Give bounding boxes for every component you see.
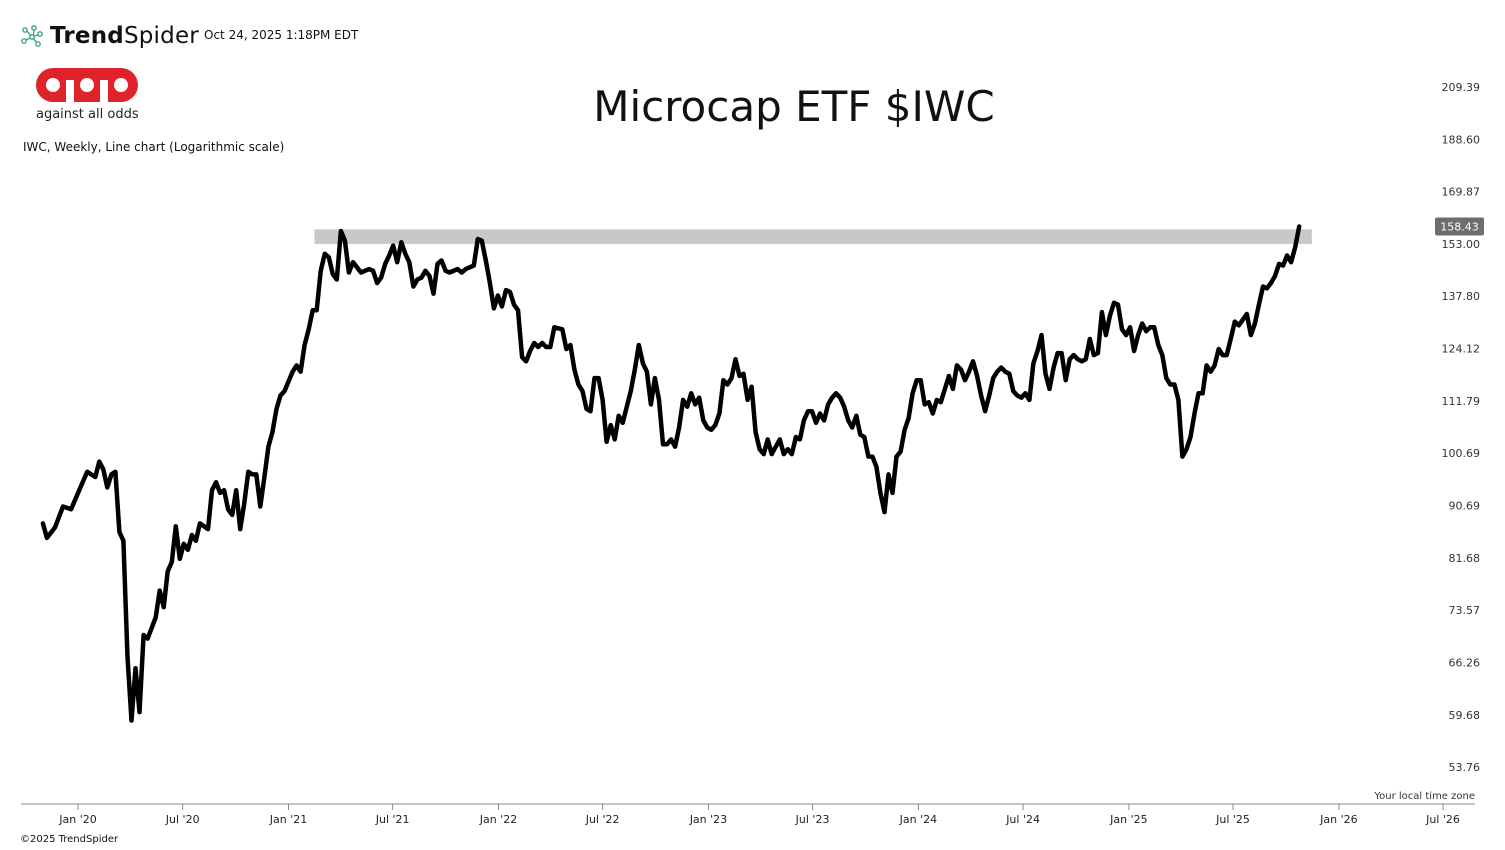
y-tick-label: 169.87 [1442,186,1481,199]
x-tick-label: Jul '20 [165,813,200,826]
y-tick-label: 81.68 [1449,552,1481,565]
brand-name-bold: Trend [50,23,124,49]
y-tick-label: 137.80 [1442,290,1481,303]
last-price-tag [1435,217,1484,236]
x-tick-label: Jan '24 [899,813,937,826]
copyright: ©2025 TrendSpider [20,834,119,845]
x-tick-label: Jul '24 [1005,813,1040,826]
resistance-zone [314,229,1312,244]
symbol-description: IWC, Weekly, Line chart (Logarithmic sca… [23,140,285,154]
logo-caption: against all odds [36,107,139,122]
last-price-label: 158.43 [1440,220,1479,233]
y-tick-label: 153.00 [1442,238,1481,251]
x-tick-label: Jan '22 [479,813,517,826]
x-tick-label: Jan '26 [1319,813,1357,826]
brand-name: TrendSpider [50,23,199,49]
chart-timestamp: Oct 24, 2025 1:18PM EDT [204,28,359,42]
x-tick-label: Jul '22 [585,813,620,826]
against-all-odds-logo [36,68,138,102]
x-tick-label: Jul '23 [795,813,830,826]
y-tick-label: 53.76 [1449,761,1481,774]
chart-title: Microcap ETF $IWC [593,82,995,131]
x-tick-label: Jan '21 [269,813,307,826]
y-tick-label: 73.57 [1449,604,1481,617]
x-tick-label: Jul '21 [375,813,410,826]
x-tick-label: Jan '25 [1109,813,1147,826]
y-tick-label: 100.69 [1442,447,1481,460]
x-tick-label: Jan '23 [689,813,727,826]
y-tick-label: 209.39 [1442,81,1481,94]
y-tick-label: 124.12 [1442,343,1481,356]
y-tick-label: 188.60 [1442,133,1481,146]
trendspider-logo-icon [21,25,43,47]
y-tick-label: 66.26 [1449,656,1481,669]
trendspider-brand: TrendSpider [20,22,199,50]
x-tick-label: Jul '25 [1215,813,1250,826]
y-tick-label: 111.79 [1442,395,1481,408]
y-tick-label: 59.68 [1449,709,1481,722]
price-line [40,224,1302,723]
y-tick-label: 90.69 [1449,499,1481,512]
x-tick-label: Jan '20 [58,813,96,826]
timezone-note: Your local time zone [1374,791,1475,802]
brand-name-light: Spider [123,23,199,49]
x-tick-label: Jul '26 [1425,813,1460,826]
